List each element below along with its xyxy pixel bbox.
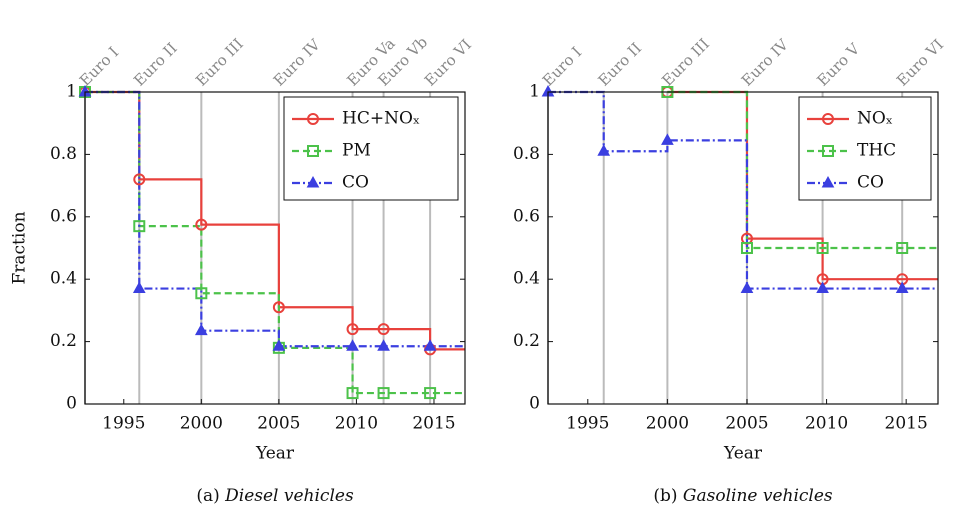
caption-text: Diesel vehicles — [224, 486, 354, 506]
x-tick-label: 2015 — [412, 414, 455, 434]
legend-label: PM — [342, 141, 371, 161]
marker — [740, 281, 754, 294]
caption: (b) Gasoline vehicles — [653, 486, 833, 506]
x-tick-label: 1995 — [566, 414, 609, 434]
y-tick-label: 0.8 — [513, 144, 540, 164]
marker — [133, 173, 146, 186]
marker — [377, 323, 390, 336]
milestone-label: Euro II — [595, 39, 646, 90]
x-tick-label: 2000 — [646, 414, 689, 434]
marker — [133, 220, 146, 233]
marker — [194, 323, 208, 336]
marker — [597, 144, 611, 156]
marker — [822, 113, 834, 125]
x-tick-label: 2010 — [805, 414, 848, 434]
x-axis-label: Year — [723, 444, 763, 464]
marker — [272, 339, 286, 351]
x-tick-label: 1995 — [102, 414, 145, 434]
marker — [377, 387, 390, 400]
y-axis-label: Fraction — [10, 211, 30, 284]
marker — [895, 281, 909, 294]
legend-label: NOₓ — [857, 109, 893, 129]
x-tick-label: 2000 — [180, 414, 223, 434]
y-tick-label: 0 — [529, 394, 540, 414]
marker — [423, 339, 437, 351]
milestone-label: Euro I — [76, 43, 122, 89]
marker — [424, 387, 437, 400]
milestone-label: Euro IV — [270, 35, 325, 90]
caption-label: (a) — [196, 486, 219, 506]
marker — [822, 145, 834, 157]
series-line — [85, 90, 465, 348]
x-tick-label: 2005 — [257, 414, 300, 434]
marker — [346, 323, 359, 336]
plot: Euro I Euro II Euro III Euro IV Euro V Euro V… — [513, 35, 947, 506]
marker — [195, 287, 208, 300]
plot: Euro I Euro II Euro III Euro IV Euro VaEuro … — [10, 33, 476, 505]
caption-text: Gasoline vehicles — [683, 486, 833, 506]
milestone-label: Euro II — [130, 39, 181, 90]
marker — [307, 145, 319, 157]
y-tick-label: 0 — [66, 394, 77, 414]
marker — [195, 218, 208, 231]
y-tick-label: 1 — [66, 82, 77, 102]
x-tick-label: 2010 — [335, 414, 378, 434]
marker — [377, 339, 390, 351]
x-tick-label: 2005 — [725, 414, 768, 434]
y-tick-label: 1 — [529, 82, 540, 102]
legend-label: HC+NOₓ — [342, 109, 420, 129]
y-tick-label: 0.4 — [513, 269, 540, 289]
plot-frame — [84, 91, 466, 405]
y-tick-label: 0.6 — [513, 206, 540, 226]
y-tick-label: 0.2 — [50, 331, 77, 351]
legend-label: CO — [857, 173, 884, 193]
marker — [816, 281, 829, 294]
marker — [896, 242, 909, 254]
marker — [346, 339, 359, 351]
y-tick-label: 0.8 — [50, 144, 77, 164]
marker — [661, 133, 674, 145]
milestone-label: Euro III — [192, 35, 247, 90]
y-tick-label: 0.6 — [50, 206, 77, 226]
milestone-label: Euro VI — [421, 36, 475, 90]
legend-label: CO — [342, 173, 369, 193]
milestone-label: Euro V — [814, 39, 865, 90]
y-tick-label: 0.2 — [513, 331, 540, 351]
marker — [821, 175, 835, 188]
marker — [306, 175, 320, 188]
legend-box — [798, 96, 932, 201]
marker — [740, 242, 753, 254]
y-tick-label: 0.4 — [50, 269, 77, 289]
caption: (a) Diesel vehicles — [196, 486, 354, 506]
marker — [346, 387, 359, 400]
x-axis-label: Year — [255, 444, 295, 464]
milestone-label: Euro VI — [893, 36, 947, 90]
legend-label: THC — [857, 141, 896, 161]
marker — [816, 242, 829, 254]
caption-label: (b) — [653, 486, 677, 506]
milestone-label: Euro IV — [738, 35, 793, 90]
plot-frame — [547, 91, 939, 405]
marker — [307, 113, 319, 125]
series-line — [548, 90, 938, 290]
milestone-label: Euro III — [658, 35, 713, 90]
x-tick-label: 2015 — [885, 414, 928, 434]
milestone-label: Euro I — [539, 43, 585, 89]
marker — [132, 281, 146, 294]
marker — [272, 301, 285, 314]
